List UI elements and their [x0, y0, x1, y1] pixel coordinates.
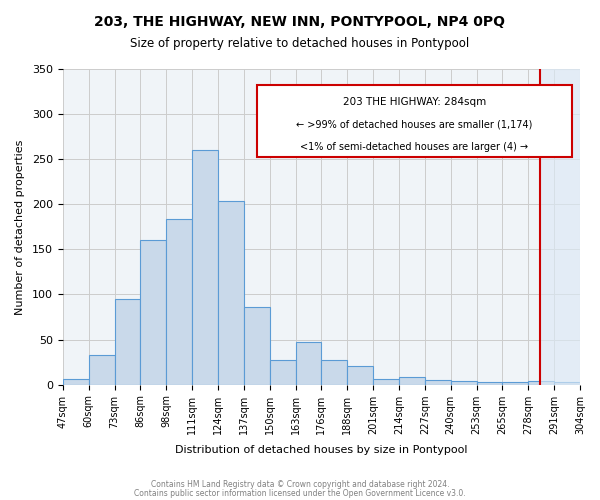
Bar: [554, 382, 580, 384]
Bar: [269, 360, 296, 384]
Bar: [425, 380, 451, 384]
Bar: [451, 381, 476, 384]
Bar: [476, 382, 502, 384]
Bar: [322, 360, 347, 384]
Bar: [89, 355, 115, 384]
Bar: [140, 240, 166, 384]
Bar: [502, 382, 528, 384]
Bar: [244, 307, 269, 384]
Bar: [347, 366, 373, 384]
Bar: [528, 381, 554, 384]
Text: 203 THE HIGHWAY: 284sqm: 203 THE HIGHWAY: 284sqm: [343, 98, 486, 108]
Bar: [218, 200, 244, 384]
Bar: [63, 380, 89, 384]
Y-axis label: Number of detached properties: Number of detached properties: [15, 139, 25, 314]
Text: Size of property relative to detached houses in Pontypool: Size of property relative to detached ho…: [130, 38, 470, 51]
Text: Contains public sector information licensed under the Open Government Licence v3: Contains public sector information licen…: [134, 488, 466, 498]
Bar: [296, 342, 322, 384]
Bar: [115, 299, 140, 384]
Bar: [540, 69, 580, 384]
X-axis label: Distribution of detached houses by size in Pontypool: Distribution of detached houses by size …: [175, 445, 467, 455]
Bar: [399, 376, 425, 384]
Bar: [166, 218, 192, 384]
FancyBboxPatch shape: [257, 85, 572, 158]
Bar: [373, 380, 399, 384]
Text: 203, THE HIGHWAY, NEW INN, PONTYPOOL, NP4 0PQ: 203, THE HIGHWAY, NEW INN, PONTYPOOL, NP…: [95, 15, 505, 29]
Text: ← >99% of detached houses are smaller (1,174): ← >99% of detached houses are smaller (1…: [296, 120, 533, 130]
Text: Contains HM Land Registry data © Crown copyright and database right 2024.: Contains HM Land Registry data © Crown c…: [151, 480, 449, 489]
Bar: [192, 150, 218, 384]
Text: <1% of semi-detached houses are larger (4) →: <1% of semi-detached houses are larger (…: [301, 142, 529, 152]
